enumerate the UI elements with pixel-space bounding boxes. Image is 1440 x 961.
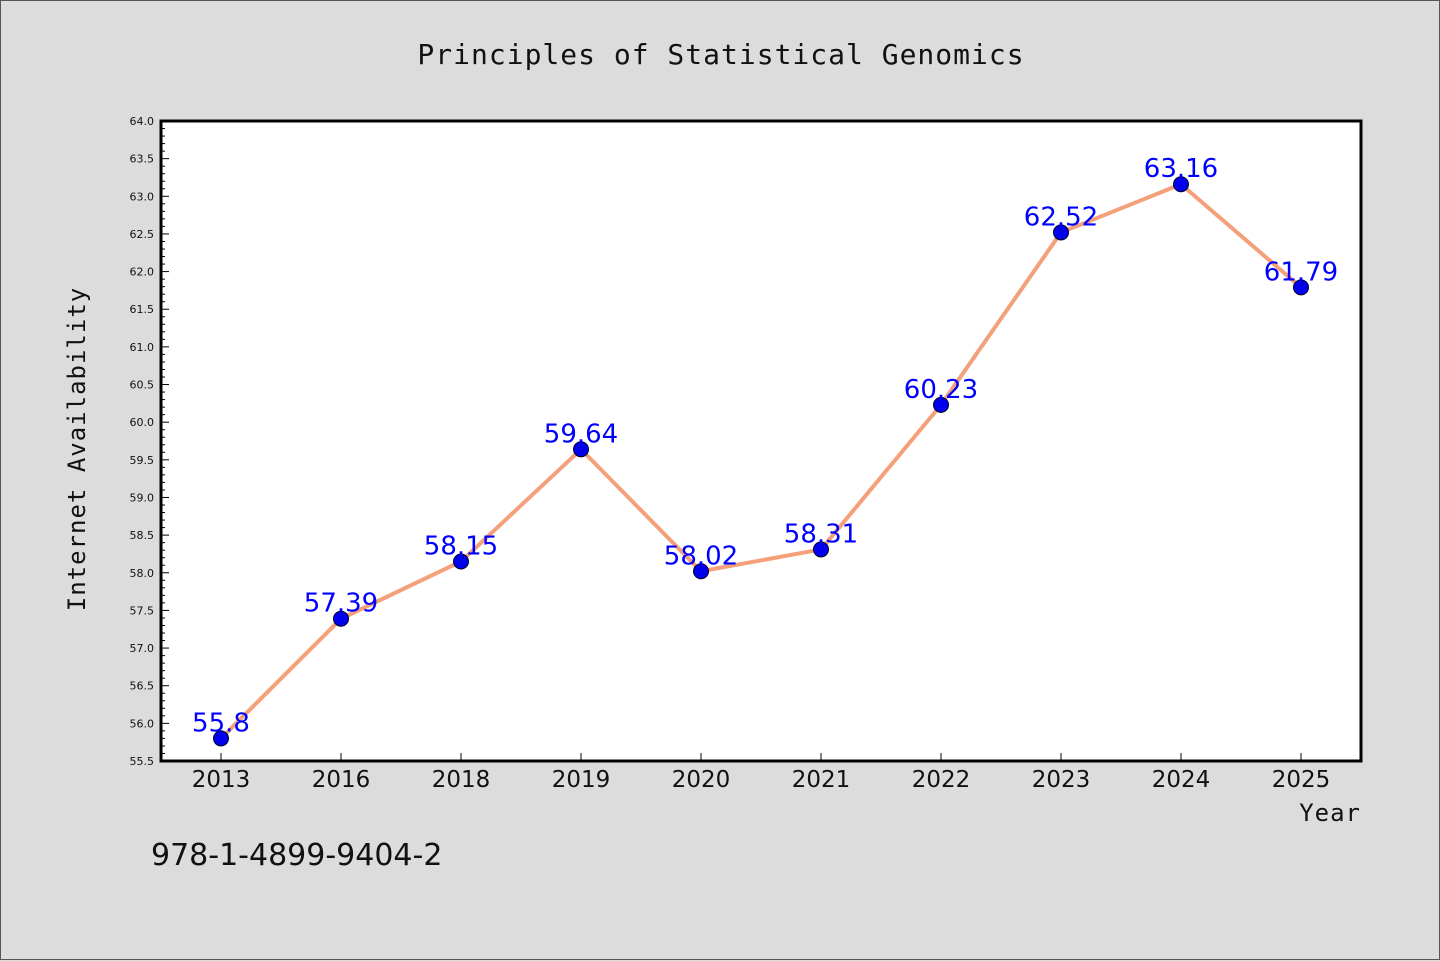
isbn-text: 978-1-4899-9404-2 [151, 838, 442, 873]
y-tick-label: 61.5 [130, 303, 155, 316]
y-tick-label: 62.0 [130, 266, 155, 279]
x-tick-label: 2016 [312, 767, 371, 793]
data-label: 58.15 [424, 531, 498, 561]
data-label: 60.23 [904, 375, 978, 405]
y-tick-label: 59.0 [130, 491, 155, 504]
data-label-group: 55.8 57.39 58.15 59.64 58.02 58.31 60.23 62.52 6… [192, 154, 1338, 738]
y-tick-label: 63.5 [130, 153, 155, 166]
y-tick-label: 58.0 [130, 567, 155, 580]
data-label: 62.52 [1024, 202, 1098, 232]
x-tick-label: 2023 [1032, 767, 1091, 793]
data-point-marker [573, 441, 589, 458]
data-point-marker [1293, 279, 1309, 296]
y-tick-label: 58.5 [130, 529, 155, 542]
y-axis: 55.5 56.0 56.5 57.0 57.5 58.0 58.5 59.0 59.5 60.0… [130, 115, 169, 768]
marker-group [213, 176, 1309, 747]
x-tick-label: 2025 [1272, 767, 1331, 793]
y-tick-label: 55.5 [130, 755, 155, 768]
data-point-marker [813, 541, 829, 558]
data-point-marker [333, 610, 349, 627]
x-tick-label: 2018 [432, 767, 491, 793]
data-label: 57.39 [304, 589, 378, 619]
y-tick-label: 57.0 [130, 642, 155, 655]
y-tick-label: 60.5 [130, 379, 155, 392]
y-tick-label: 57.5 [130, 604, 155, 617]
y-tick-label: 61.0 [130, 341, 155, 354]
series-line-group [219, 182, 1303, 741]
data-point-marker [453, 553, 469, 570]
data-point-marker [693, 563, 709, 580]
x-tick-label: 2024 [1152, 767, 1211, 793]
x-tick-label: 2021 [792, 767, 851, 793]
x-tick-label: 2020 [672, 767, 731, 793]
y-tick-label: 59.5 [130, 454, 155, 467]
x-axis: 2013 2016 2018 2019 2020 2021 2022 2023 2024 2025 [192, 753, 1331, 793]
y-tick-label: 63.0 [130, 190, 155, 203]
x-tick-label: 2013 [192, 767, 251, 793]
y-tick-label: 56.5 [130, 680, 155, 693]
data-point-marker [1173, 176, 1189, 193]
data-label: 63.16 [1144, 154, 1218, 184]
plot-area [159, 119, 1363, 763]
y-tick-label: 62.5 [130, 228, 155, 241]
x-axis-label: Year [1299, 799, 1361, 827]
series-line [219, 182, 1303, 741]
data-point-marker [213, 730, 229, 747]
x-tick-label: 2019 [552, 767, 611, 793]
y-tick-label: 56.0 [130, 717, 155, 730]
data-label: 59.64 [544, 419, 618, 449]
data-label: 58.02 [664, 541, 738, 571]
data-label: 61.79 [1264, 257, 1338, 287]
y-axis-label: Internet Availability [63, 287, 91, 611]
x-tick-label: 2022 [912, 767, 971, 793]
y-tick-label: 64.0 [130, 115, 155, 128]
chart-title: Principles of Statistical Genomics [417, 38, 1024, 71]
data-label: 55.8 [192, 708, 250, 738]
data-point-marker [933, 396, 949, 413]
data-label: 58.31 [784, 519, 858, 549]
y-tick-label: 60.0 [130, 416, 155, 429]
data-point-marker [1053, 224, 1069, 241]
